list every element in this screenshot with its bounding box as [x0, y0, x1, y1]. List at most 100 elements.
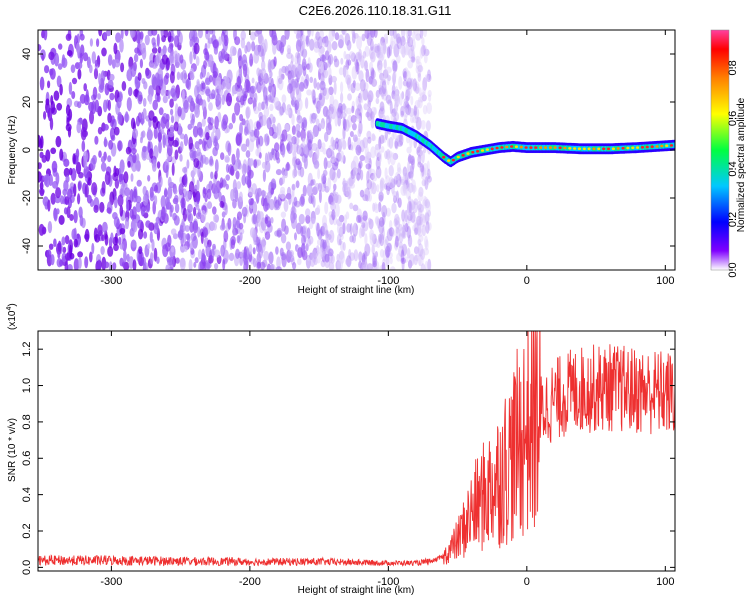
- spectrogram-cell: [360, 79, 366, 91]
- spectrogram-cell: [364, 233, 367, 246]
- spectrogram-cell: [67, 206, 71, 218]
- spectrogram-cell: [97, 224, 102, 236]
- ridge-peak: [549, 146, 552, 149]
- snr-multiplier-suffix: ): [7, 303, 18, 306]
- spectrogram-cell: [362, 211, 367, 222]
- spectrogram-cell: [317, 36, 322, 49]
- spectrogram-cell: [66, 34, 72, 41]
- spectrogram-cell: [138, 246, 142, 254]
- spectrogram-cell: [107, 155, 111, 162]
- spectrogram-cell: [425, 199, 430, 208]
- spectrogram-cell: [131, 240, 137, 248]
- snr-multiplier-label: (x104): [6, 303, 18, 330]
- spectrogram-cell: [297, 161, 302, 170]
- spectrogram-cell: [326, 109, 330, 119]
- spectrogram-cell: [214, 116, 219, 129]
- spectrogram-cell: [148, 127, 152, 138]
- spectrogram-cell: [361, 262, 367, 275]
- spectrogram-cell: [265, 231, 270, 240]
- spectrogram-cell: [407, 37, 413, 48]
- spectrogram-cell: [202, 118, 206, 127]
- spectrogram-cell: [305, 97, 308, 109]
- ridge-peak: [452, 159, 455, 162]
- spectrogram-cell: [324, 157, 328, 169]
- spectrogram-cell: [201, 249, 205, 263]
- spectrogram-cell: [292, 125, 296, 135]
- spectrogram-cell: [395, 236, 399, 248]
- spectrogram-cell: [205, 89, 211, 97]
- spectrogram-cell: [379, 190, 384, 202]
- ridge-peak: [651, 145, 654, 148]
- spectrogram-cell: [340, 138, 345, 147]
- spectrogram-cell: [214, 250, 220, 258]
- spectrogram-cell: [118, 195, 124, 207]
- spectrogram-cell: [415, 86, 419, 94]
- spectrogram-cell: [306, 89, 312, 95]
- spectrogram-cell: [249, 244, 253, 255]
- ridge-peak: [466, 152, 469, 155]
- spectrogram-cell: [179, 154, 182, 162]
- y-tick-label: 0.2: [21, 523, 33, 538]
- spectrogram-cell: [399, 133, 404, 145]
- snr-y-axis: 0.00.20.40.60.81.01.2: [21, 342, 675, 575]
- spectrogram-cell: [390, 35, 393, 47]
- spectrogram-cell: [173, 188, 177, 194]
- spectrogram-cell: [186, 159, 189, 169]
- spectrogram-cell: [248, 159, 254, 167]
- ridge-peak: [559, 147, 562, 150]
- spectrogram-cell: [227, 218, 231, 230]
- spectrogram-cell: [74, 228, 77, 239]
- spectrogram-cell: [141, 112, 144, 126]
- spectrogram-cell: [285, 66, 289, 76]
- spectrogram-cell: [265, 217, 268, 224]
- spectrogram-cell: [249, 53, 253, 67]
- spectrogram-cell: [338, 34, 344, 48]
- y-tick-label: 40: [21, 48, 33, 60]
- spectrogram-cell: [323, 87, 327, 96]
- spectrogram-cell: [366, 155, 371, 162]
- spectrogram-cell: [261, 101, 265, 110]
- spectrogram-cell: [301, 243, 305, 251]
- spectrogram-cell: [63, 159, 69, 167]
- spectrogram-cell: [128, 87, 132, 96]
- spectrogram-cell: [354, 249, 359, 261]
- spectrogram-cell: [142, 146, 147, 153]
- spectrogram-cell: [417, 146, 421, 153]
- spectrogram-cell: [297, 131, 301, 138]
- spectrogram-cell: [358, 251, 362, 261]
- spectrogram-cell: [417, 65, 423, 72]
- spectrogram-cell: [264, 133, 269, 146]
- spectrogram-cell: [282, 94, 287, 103]
- ridge-peak: [554, 146, 557, 149]
- spectrogram-cell: [175, 203, 179, 213]
- spectrogram-cell: [229, 54, 233, 62]
- spectrogram-cell: [258, 245, 263, 259]
- spectrogram-cell: [276, 169, 282, 175]
- spectrogram-cell: [99, 202, 104, 213]
- spectrogram-cell: [311, 113, 317, 120]
- spectrogram-cell: [383, 42, 386, 55]
- spectrogram-cell: [131, 148, 137, 154]
- spectrogram-cell: [182, 167, 187, 173]
- spectrogram-cell: [258, 35, 264, 45]
- spectrogram-cell: [425, 74, 429, 82]
- y-tick-label: 1.2: [21, 342, 33, 357]
- spectrogram-cell: [258, 102, 262, 111]
- spectrogram-cell: [56, 103, 62, 111]
- spectrogram-cell: [340, 58, 343, 65]
- spectrogram-cell: [103, 100, 107, 113]
- spectrogram-cell: [119, 258, 123, 267]
- spectrogram-cell: [78, 257, 82, 269]
- spectrogram-cell: [425, 221, 429, 234]
- spectrogram-cell: [188, 137, 193, 150]
- ridge-peak: [622, 147, 625, 150]
- spectrogram-cell: [165, 197, 170, 210]
- spectrogram-cell: [281, 212, 286, 218]
- spectrogram-cell: [49, 244, 54, 250]
- spectrogram-cell: [65, 235, 70, 244]
- spectrogram-cell: [43, 175, 49, 181]
- spectrogram-cell: [361, 222, 365, 228]
- spectrogram-cell: [190, 242, 194, 251]
- spectrogram-cell: [304, 156, 308, 169]
- spectrogram-cell: [141, 131, 144, 140]
